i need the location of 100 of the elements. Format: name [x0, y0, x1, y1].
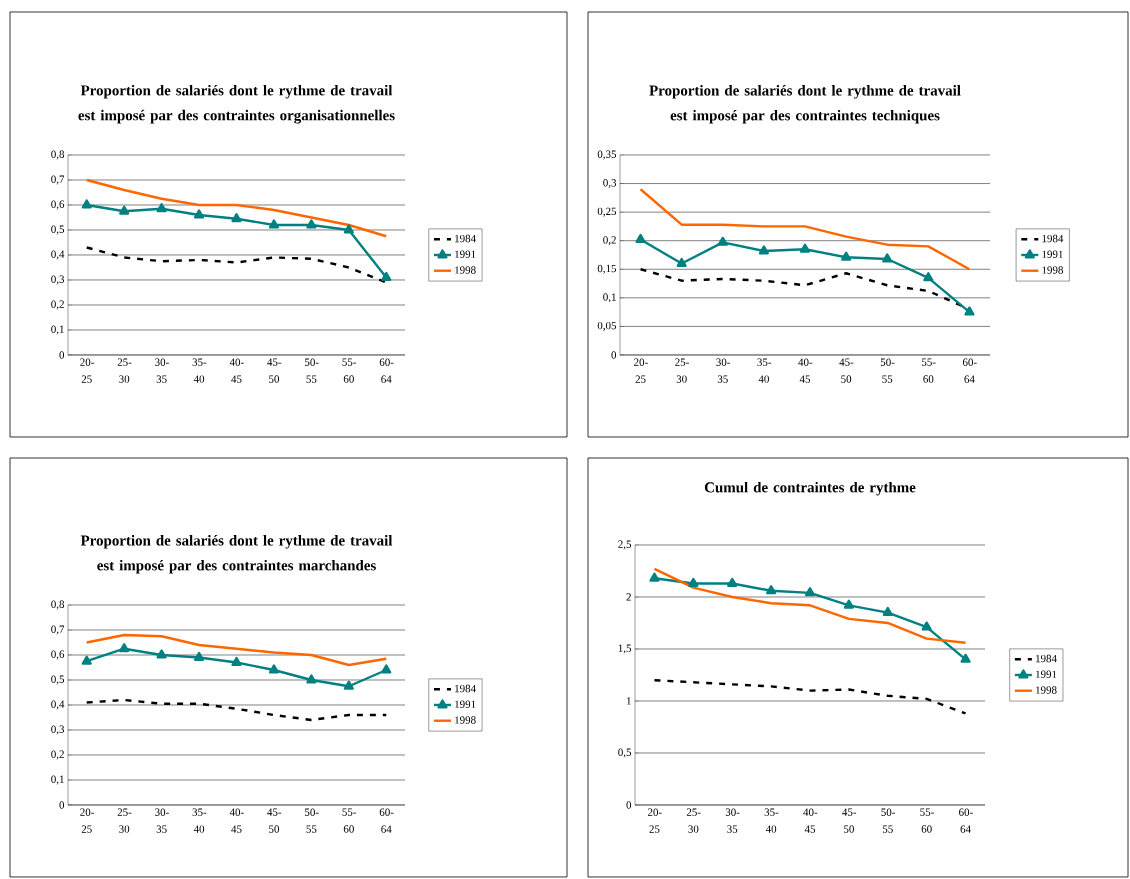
x-tick-label: 55-60 — [920, 808, 934, 833]
y-tick-label: 0,35 — [597, 150, 617, 160]
legend-label: 1991 — [455, 250, 476, 258]
point — [81, 199, 92, 209]
y-tick-label: 0,5 — [618, 748, 632, 758]
y-tick-label: 0,4 — [51, 250, 65, 260]
point — [268, 219, 280, 229]
point — [381, 271, 392, 281]
y-tick-label: 2,5 — [618, 540, 632, 550]
point — [306, 674, 317, 684]
y-tick-label: 1,5 — [618, 644, 632, 654]
x-tick-label: 50-55 — [880, 358, 895, 383]
point — [964, 306, 975, 316]
point — [231, 213, 242, 223]
point — [81, 655, 92, 665]
x-tick-label: 60-64 — [962, 358, 977, 383]
x-tick-label: 20-25 — [80, 358, 94, 383]
y-tick-label: 0,6 — [51, 200, 65, 210]
x-tick-label: 35-40 — [192, 358, 207, 383]
y-tick-label: 0,4 — [51, 700, 65, 710]
y-tick-label: 0 — [59, 801, 65, 809]
x-tick-label: 20-25 — [647, 808, 662, 833]
y-tick-label: 0,1 — [51, 325, 64, 335]
x-tick-label: 55-60 — [342, 358, 357, 383]
x-tick-label: 30-35 — [155, 808, 169, 833]
point — [727, 577, 738, 587]
y-tick-label: 0,15 — [597, 264, 617, 274]
line-series — [639, 188, 971, 271]
point — [343, 224, 354, 234]
point — [676, 257, 687, 267]
x-tick-label: 20-25 — [80, 808, 94, 833]
line-series — [85, 698, 388, 722]
point — [649, 572, 660, 582]
line-series — [85, 178, 388, 238]
point — [882, 606, 893, 617]
x-tick-label: 25-30 — [675, 358, 689, 383]
point — [921, 621, 932, 631]
point — [156, 649, 167, 659]
x-tick-label: 55-60 — [342, 808, 357, 833]
point — [841, 251, 852, 261]
y-tick-label: 0,7 — [51, 175, 65, 185]
point — [688, 577, 699, 587]
x-tick-label: 40-45 — [229, 358, 244, 383]
point — [843, 599, 854, 609]
line-series — [653, 678, 967, 715]
chart-title: Proportion de salariés dont le rythme de travail est imposé par des contraintes marchandes — [80, 535, 393, 574]
legend-label: 1984 — [455, 684, 476, 693]
y-tick-label: 0,8 — [51, 600, 65, 610]
chart-title: Cumul de contraintes de rythme — [704, 481, 916, 496]
x-tick-label: 35-40 — [192, 808, 207, 833]
y-tick-label: 0 — [626, 801, 632, 809]
y-tick-label: 0,3 — [603, 179, 617, 189]
x-tick-label: 40-45 — [798, 358, 813, 383]
x-tick-label: 40-45 — [229, 808, 244, 833]
x-tick-label: 30-35 — [716, 358, 731, 383]
point — [758, 245, 769, 255]
y-tick-label: 0,5 — [51, 225, 65, 235]
legend-label: 1998 — [1036, 686, 1057, 694]
x-tick-label: 60-64 — [959, 808, 973, 833]
x-tick-label: 35-40 — [757, 358, 772, 383]
point — [231, 656, 242, 666]
y-tick-label: 0,6 — [51, 650, 65, 660]
legend-label: 1991 — [1036, 670, 1057, 678]
y-tick-label: 0,1 — [603, 293, 616, 303]
point — [804, 587, 816, 597]
point — [156, 203, 167, 213]
point — [268, 664, 280, 674]
point — [882, 253, 893, 263]
point — [119, 205, 130, 215]
y-tick-label: 0,8 — [51, 150, 65, 160]
y-tick-label: 1 — [626, 697, 631, 705]
point — [193, 209, 205, 219]
legend-label: 1998 — [455, 716, 476, 724]
point — [799, 243, 811, 253]
chart-title: Proportion de salariés dont le rythme de travail est imposé par des contraintes techniques — [649, 85, 961, 124]
legend-label: 1998 — [1042, 266, 1063, 274]
x-tick-label: 45-50 — [842, 808, 857, 833]
point — [717, 236, 728, 246]
y-tick-label: 0,2 — [603, 236, 616, 246]
x-tick-label: 60-64 — [379, 358, 394, 383]
y-tick-label: 0 — [611, 351, 617, 359]
x-tick-label: 50-55 — [881, 808, 896, 833]
x-tick-label: 45-50 — [267, 808, 282, 833]
x-tick-label: 25-30 — [117, 358, 132, 383]
x-tick-label: 60-64 — [379, 808, 394, 833]
x-tick-label: 30-35 — [155, 358, 169, 383]
line-series — [85, 633, 388, 667]
y-tick-label: 2 — [626, 593, 631, 601]
point — [635, 233, 646, 243]
y-tick-label: 0,3 — [51, 725, 65, 735]
y-tick-label: 0,7 — [51, 625, 65, 635]
legend-label: 1984 — [1036, 654, 1057, 663]
y-tick-label: 0,3 — [51, 275, 65, 285]
point — [766, 585, 777, 595]
legend-label: 1991 — [1042, 250, 1063, 258]
legend-label: 1984 — [455, 234, 476, 243]
x-tick-label: 30-35 — [725, 808, 740, 833]
point — [960, 653, 971, 663]
y-tick-label: 0 — [59, 351, 65, 359]
point — [119, 643, 130, 653]
